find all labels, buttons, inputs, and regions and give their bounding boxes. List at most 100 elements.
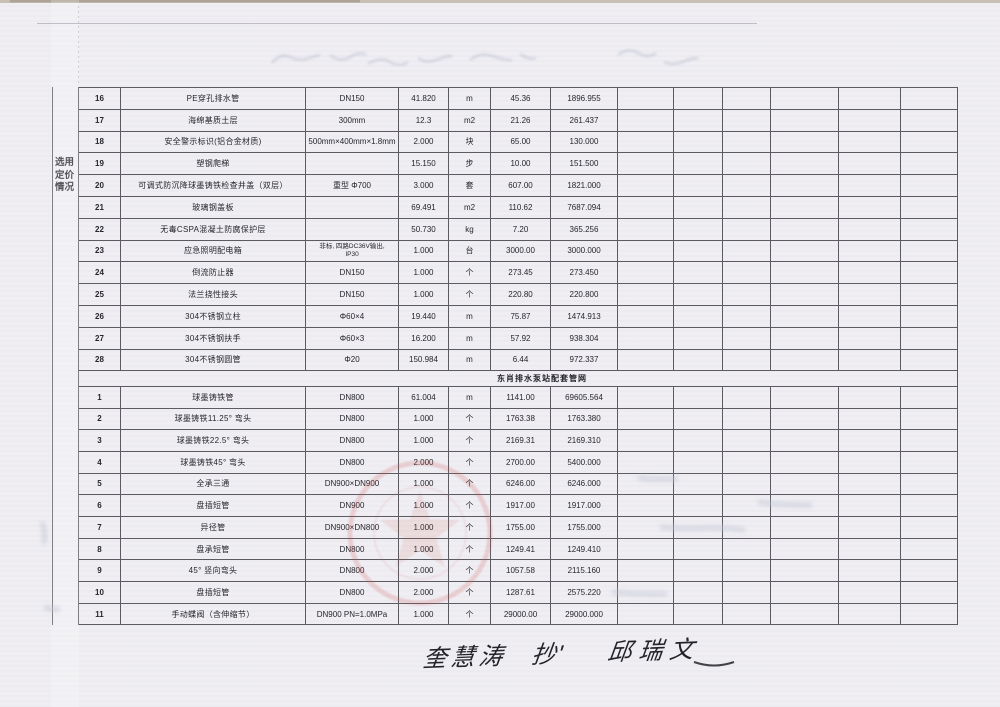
cell-empty bbox=[838, 450, 901, 474]
section-header-row: 东肖排水泵站配套管网 bbox=[78, 370, 958, 387]
cell-quantity: 61.004 bbox=[398, 385, 449, 409]
cell-unit-price: 1141.00 bbox=[490, 385, 551, 409]
cell-unit: m bbox=[448, 326, 491, 350]
table-row: 26 304不锈钢立柱 Φ60×4 19.440 m 75.87 1474.913 bbox=[78, 304, 958, 328]
cell-seq: 8 bbox=[78, 537, 121, 561]
cell-spec: DN150 bbox=[305, 87, 399, 110]
table-row: 10 盘插短管 DN800 2.000 个 1287.61 2575.220 bbox=[78, 581, 958, 604]
cell-item-name: 球墨铸铁22.5° 弯头 bbox=[120, 429, 306, 452]
cell-total-price: 273.450 bbox=[550, 261, 618, 285]
cost-table: 16 PE穿孔排水管 DN150 41.820 m 45.36 1896.955 17 海绵基质… bbox=[78, 87, 958, 626]
cell-spec: DN900×DN800 bbox=[305, 515, 399, 539]
cell-empty bbox=[617, 450, 674, 474]
cell-empty bbox=[838, 108, 901, 132]
left-band-rule bbox=[52, 87, 53, 625]
cell-unit: 个 bbox=[448, 494, 491, 517]
cell-total-price: 29000.000 bbox=[550, 602, 618, 626]
cell-empty bbox=[838, 217, 901, 241]
cell-empty bbox=[722, 152, 771, 176]
cell-unit: 台 bbox=[448, 239, 491, 263]
cell-empty bbox=[838, 130, 901, 154]
table-row: 17 海绵基质土层 300mm 12.3 m2 21.26 261.437 bbox=[78, 108, 958, 132]
cell-empty bbox=[673, 239, 723, 263]
table-row: 19 塑钢爬梯 15.150 步 10.00 151.500 bbox=[78, 152, 958, 176]
cell-empty bbox=[770, 326, 839, 350]
cell-quantity: 1.000 bbox=[398, 515, 449, 539]
cell-unit-price: 75.87 bbox=[490, 304, 551, 328]
cell-unit: 个 bbox=[448, 515, 491, 539]
cell-empty bbox=[617, 348, 674, 372]
cell-empty bbox=[770, 261, 839, 285]
cell-item-name: 球墨铸铁45° 弯头 bbox=[120, 450, 306, 474]
cell-unit-price: 21.26 bbox=[490, 108, 551, 132]
table-row: 23 应急照明配电箱 非标, 四路DC36V输出, IP30 1.000 台 3000.00… bbox=[78, 239, 958, 263]
cell-empty bbox=[722, 108, 771, 132]
cell-spec: 重型 Φ700 bbox=[305, 174, 399, 197]
cell-seq: 11 bbox=[78, 602, 121, 626]
cell-seq: 2 bbox=[78, 407, 121, 431]
cell-empty bbox=[900, 174, 958, 197]
cell-empty bbox=[673, 407, 723, 431]
table-row: 20 可调式防沉降球墨铸铁检查井盖（双层） 重型 Φ700 3.000 套 607.00 1… bbox=[78, 174, 958, 197]
cell-empty bbox=[673, 130, 723, 154]
cell-empty bbox=[900, 217, 958, 241]
cell-seq: 1 bbox=[78, 385, 121, 409]
cell-spec: DN800 bbox=[305, 407, 399, 431]
cell-empty bbox=[722, 385, 771, 409]
cell-item-name: 异径管 bbox=[120, 515, 306, 539]
cell-empty bbox=[673, 87, 723, 110]
cell-unit: 个 bbox=[448, 407, 491, 431]
cell-empty bbox=[838, 581, 901, 604]
cell-empty bbox=[900, 429, 958, 452]
cell-unit-price: 1763.38 bbox=[490, 407, 551, 431]
cell-empty bbox=[722, 559, 771, 583]
cell-empty bbox=[770, 407, 839, 431]
cell-spec: DN900×DN900 bbox=[305, 472, 399, 496]
cell-quantity: 1.000 bbox=[398, 472, 449, 496]
cell-quantity: 2.000 bbox=[398, 581, 449, 604]
cell-unit-price: 220.80 bbox=[490, 283, 551, 306]
cell-empty bbox=[617, 239, 674, 263]
scan-top-edge bbox=[0, 0, 1000, 3]
cell-empty bbox=[770, 239, 839, 263]
cell-quantity: 16.200 bbox=[398, 326, 449, 350]
cell-empty bbox=[838, 195, 901, 219]
cell-seq: 28 bbox=[78, 348, 121, 372]
cell-spec: DN800 bbox=[305, 450, 399, 474]
cell-empty bbox=[770, 472, 839, 496]
cell-spec bbox=[305, 152, 399, 176]
cell-total-price: 938.304 bbox=[550, 326, 618, 350]
cell-unit: m bbox=[448, 304, 491, 328]
cell-empty bbox=[838, 494, 901, 517]
cell-empty bbox=[838, 559, 901, 583]
table-row: 11 手动蝶阀（含伸缩节） DN900 PN=1.0MPa 1.000 个 29000.0… bbox=[78, 602, 958, 626]
cell-unit-price: 6.44 bbox=[490, 348, 551, 372]
cell-seq: 25 bbox=[78, 283, 121, 306]
cell-seq: 20 bbox=[78, 174, 121, 197]
cell-empty bbox=[770, 602, 839, 626]
cell-empty bbox=[838, 537, 901, 561]
cell-empty bbox=[838, 283, 901, 306]
cell-empty bbox=[722, 195, 771, 219]
cell-spec bbox=[305, 195, 399, 219]
cell-empty bbox=[900, 87, 958, 110]
cell-empty bbox=[770, 429, 839, 452]
cell-spec: DN800 bbox=[305, 559, 399, 583]
cell-empty bbox=[722, 217, 771, 241]
cell-empty bbox=[838, 429, 901, 452]
cell-empty bbox=[673, 385, 723, 409]
cell-empty bbox=[770, 537, 839, 561]
table-row: 22 无毒CSPA混凝土防腐保护层 50.730 kg 7.20 365.256 bbox=[78, 217, 958, 241]
cell-total-price: 220.800 bbox=[550, 283, 618, 306]
signature-2: 邱瑞文 bbox=[605, 636, 703, 667]
cell-total-price: 2169.310 bbox=[550, 429, 618, 452]
cell-empty bbox=[900, 261, 958, 285]
cell-unit: kg bbox=[448, 217, 491, 241]
cell-empty bbox=[617, 559, 674, 583]
cell-empty bbox=[673, 450, 723, 474]
cell-empty bbox=[617, 174, 674, 197]
cell-empty bbox=[900, 304, 958, 328]
cell-empty bbox=[900, 472, 958, 496]
cell-empty bbox=[673, 472, 723, 496]
cell-total-price: 69605.564 bbox=[550, 385, 618, 409]
